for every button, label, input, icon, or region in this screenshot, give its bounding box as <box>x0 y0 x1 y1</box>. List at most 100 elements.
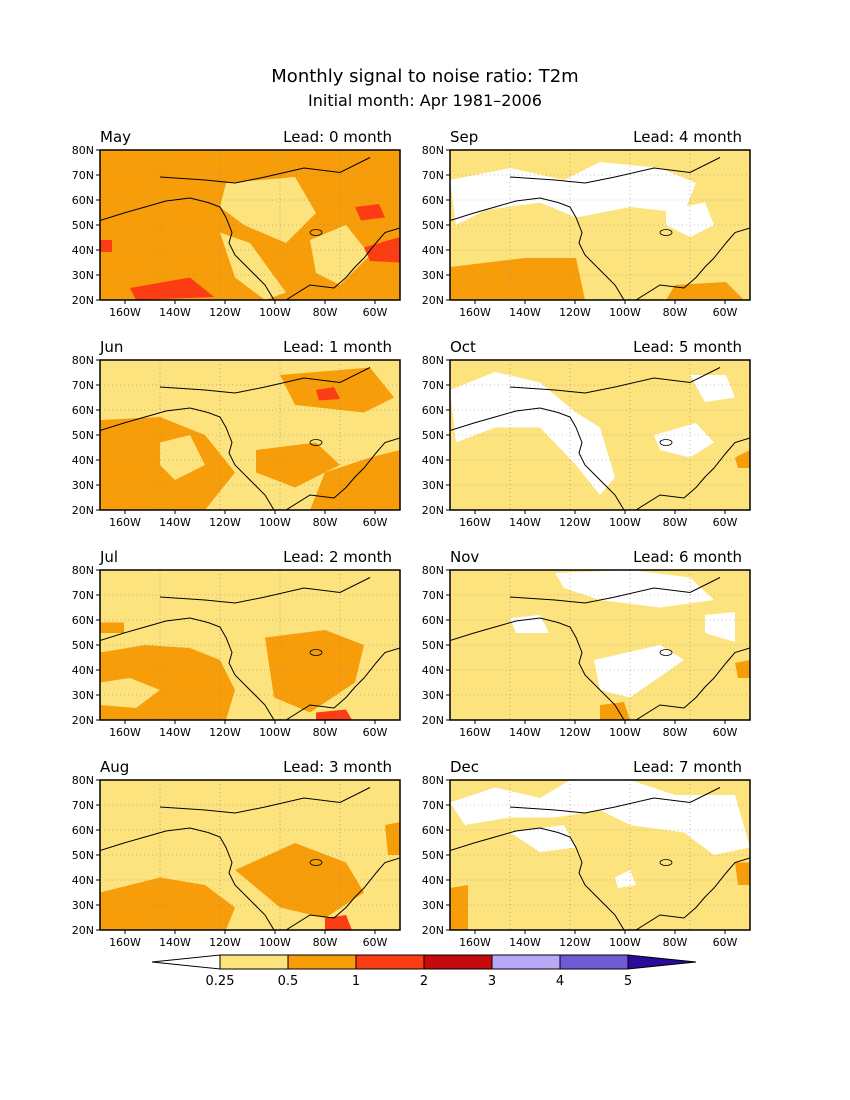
lat-tick-label: 60N <box>72 404 94 417</box>
coastline <box>450 407 625 510</box>
contour-region <box>316 387 340 401</box>
lon-tick-label: 100W <box>609 726 641 739</box>
lon-tick-label: 100W <box>259 936 291 949</box>
colorbar-segment <box>627 954 697 970</box>
lon-tick-label: 160W <box>459 516 491 529</box>
lat-tick-label: 80N <box>422 774 444 787</box>
coastline <box>635 647 750 720</box>
lon-tick-label: 60W <box>713 726 738 739</box>
lat-tick-label: 70N <box>72 379 94 392</box>
panel-month-label: Aug <box>100 758 129 776</box>
lon-tick-label: 60W <box>363 306 388 319</box>
lat-tick-label: 50N <box>422 429 444 442</box>
lat-tick-label: 70N <box>422 799 444 812</box>
coastline <box>285 857 400 930</box>
coastline <box>285 647 400 720</box>
coastline <box>509 367 721 394</box>
lat-tick-label: 20N <box>72 294 94 307</box>
lon-tick-label: 160W <box>109 726 141 739</box>
lon-tick-label: 60W <box>363 936 388 949</box>
lat-tick-label: 60N <box>422 404 444 417</box>
panel-lead-label: Lead: 6 month <box>633 548 742 566</box>
coastline <box>159 367 371 394</box>
coastline <box>285 437 400 510</box>
colorbar-segment <box>151 954 221 970</box>
contour-region <box>555 570 714 608</box>
lon-tick-label: 80W <box>313 306 338 319</box>
panel-month-label: Jul <box>99 548 118 566</box>
lon-tick-label: 80W <box>663 726 688 739</box>
contour-region <box>100 622 124 633</box>
lat-tick-label: 70N <box>72 589 94 602</box>
coastline <box>450 197 625 300</box>
lat-tick-label: 60N <box>72 194 94 207</box>
lat-tick-label: 40N <box>422 874 444 887</box>
lon-tick-label: 100W <box>609 516 641 529</box>
coastline <box>100 197 275 300</box>
panel-month-label: Jun <box>99 338 123 356</box>
contour-region <box>450 162 696 225</box>
great-lakes <box>659 229 673 236</box>
contour-region <box>450 885 468 930</box>
lon-tick-label: 160W <box>109 516 141 529</box>
lon-tick-label: 120W <box>559 726 591 739</box>
contour-region <box>654 423 714 458</box>
coastline <box>100 827 275 930</box>
lat-tick-label: 30N <box>72 689 94 702</box>
lat-tick-label: 40N <box>72 664 94 677</box>
lat-tick-label: 30N <box>72 479 94 492</box>
lon-tick-label: 140W <box>159 936 191 949</box>
panel-lead-label: Lead: 5 month <box>633 338 742 356</box>
lat-tick-label: 20N <box>72 924 94 937</box>
contour-region <box>265 630 364 713</box>
great-lakes <box>659 439 673 446</box>
great-lakes <box>309 859 323 866</box>
figure-subtitle: Initial month: Apr 1981–2006 <box>308 91 542 110</box>
panel-month-label: May <box>100 128 131 146</box>
contour-region <box>256 442 340 488</box>
coastline <box>509 577 721 604</box>
lon-tick-label: 160W <box>459 306 491 319</box>
lon-tick-label: 160W <box>109 936 141 949</box>
panel-lead-label: Lead: 3 month <box>283 758 392 776</box>
colorbar-label: 5 <box>624 974 632 989</box>
lon-tick-label: 160W <box>459 726 491 739</box>
panel-lead-label: Lead: 7 month <box>633 758 742 776</box>
panel-lead-label: Lead: 0 month <box>283 128 392 146</box>
lon-tick-label: 120W <box>209 936 241 949</box>
coastline <box>635 437 750 510</box>
lat-tick-label: 20N <box>72 504 94 517</box>
lat-tick-label: 80N <box>72 564 94 577</box>
lon-tick-label: 160W <box>459 936 491 949</box>
lon-tick-label: 140W <box>509 516 541 529</box>
panel-month-label: Dec <box>450 758 479 776</box>
lon-tick-label: 140W <box>159 726 191 739</box>
lat-tick-label: 80N <box>72 774 94 787</box>
contour-region <box>735 450 750 468</box>
colorbar-label: 2 <box>420 974 428 989</box>
lon-tick-label: 100W <box>259 726 291 739</box>
lat-tick-label: 50N <box>72 849 94 862</box>
great-lakes <box>659 859 673 866</box>
contour-region <box>735 660 750 678</box>
lat-tick-label: 20N <box>72 714 94 727</box>
lon-tick-label: 80W <box>313 516 338 529</box>
lat-tick-label: 40N <box>422 244 444 257</box>
colorbar-segment <box>491 954 561 970</box>
lon-tick-label: 140W <box>159 306 191 319</box>
coastline <box>159 157 371 184</box>
lon-tick-label: 120W <box>209 726 241 739</box>
colorbar-label: 4 <box>556 974 564 989</box>
contour-region <box>220 177 316 243</box>
contour-region <box>355 204 385 221</box>
contour-region <box>220 232 286 300</box>
colorbar-label: 1 <box>352 974 360 989</box>
colorbar-segment <box>423 954 493 970</box>
lon-tick-label: 60W <box>363 516 388 529</box>
map-panel-jun: Jun Lead: 1 month 80N 70N 60N 50N 40N 30N 20N 160… <box>72 338 401 529</box>
contour-region <box>100 240 112 252</box>
lat-tick-label: 70N <box>72 799 94 812</box>
lat-tick-label: 60N <box>72 614 94 627</box>
contour-region <box>510 615 549 633</box>
